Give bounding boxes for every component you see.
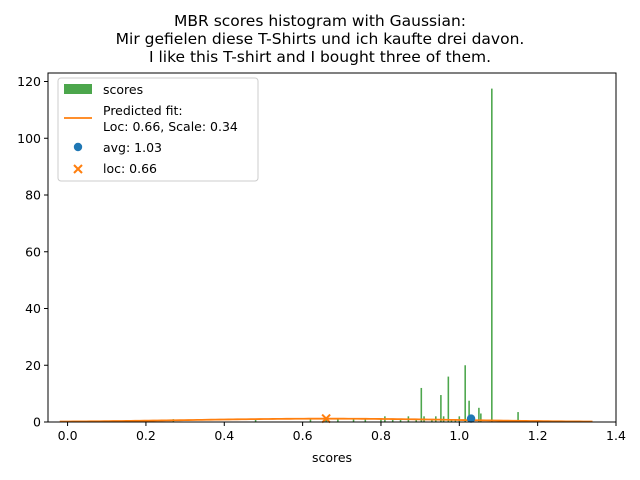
histogram-bar (254, 419, 257, 422)
histogram-bar (415, 419, 418, 422)
y-tick-label: 0 (33, 415, 41, 430)
histogram-bar (391, 419, 394, 422)
histogram-bar (480, 413, 482, 422)
histogram-bar (337, 419, 339, 422)
legend-frame (57, 77, 259, 182)
x-tick-label: 1.0 (449, 428, 469, 443)
histogram-bar (440, 395, 442, 422)
loc-marker-stroke (321, 413, 331, 424)
histogram-bar (352, 419, 355, 422)
legend-label-fit-line-2: Loc: 0.66, Scale: 0.34 (103, 119, 238, 134)
x-tick-label: 1.4 (606, 428, 626, 443)
x-tick-label: 0.0 (58, 428, 78, 443)
histogram-bar (447, 376, 450, 422)
x-tick-label: 0.6 (293, 428, 313, 443)
histogram-bar (468, 400, 470, 422)
y-tick-label: 40 (25, 301, 41, 316)
y-tick-label: 100 (17, 131, 41, 146)
y-tick-label: 60 (25, 244, 41, 259)
y-tick-label: 20 (25, 358, 41, 373)
title-line-2: Mir gefielen diese T-Shirts und ich kauf… (115, 30, 525, 48)
y-tick-label: 80 (25, 188, 41, 203)
title-line-3: I like this T-shirt and I bought three o… (148, 48, 492, 66)
histogram-bar (325, 419, 327, 422)
loc-marker (321, 413, 331, 424)
histogram-bar (420, 387, 423, 422)
x-tick-label: 1.2 (528, 428, 548, 443)
legend-marker-avg (73, 142, 83, 152)
legend-label-scores: scores (103, 82, 143, 97)
histogram-bar (491, 88, 493, 423)
histogram-bar (309, 419, 312, 422)
plot-frame (47, 72, 617, 423)
histogram-bar (517, 412, 519, 422)
axes: 0.0 0.2 0.4 0.6 0.8 1.0 1.2 1.4 0 20 40 60 80 100 120 (17, 72, 626, 443)
avg-marker (466, 414, 476, 423)
legend-label-fit-line-1: Predicted fit: (103, 103, 183, 118)
plot-area (59, 88, 593, 424)
histogram-bar (380, 419, 382, 422)
legend-swatch-scores (64, 84, 92, 94)
legend-marker-loc (73, 164, 83, 174)
histogram-bar (464, 365, 466, 422)
x-tick-label: 0.8 (371, 428, 391, 443)
histogram-bar (399, 419, 402, 422)
histogram-bar (431, 419, 433, 422)
x-axis-label: scores (312, 450, 352, 465)
y-tick-label: 120 (17, 74, 41, 89)
x-tick-label: 0.2 (136, 428, 156, 443)
histogram-bar (478, 407, 480, 422)
title-line-1: MBR scores histogram with Gaussian: (173, 12, 466, 30)
histogram-bar (364, 419, 367, 422)
chart-title: MBR scores histogram with Gaussian: Mir … (0, 12, 640, 66)
x-tick-label: 0.4 (214, 428, 234, 443)
legend-label-avg: avg: 1.03 (103, 140, 162, 155)
legend: scores Predicted fit: Loc: 0.66, Scale: … (57, 77, 259, 182)
legend-label-loc: loc: 0.66 (103, 161, 157, 176)
